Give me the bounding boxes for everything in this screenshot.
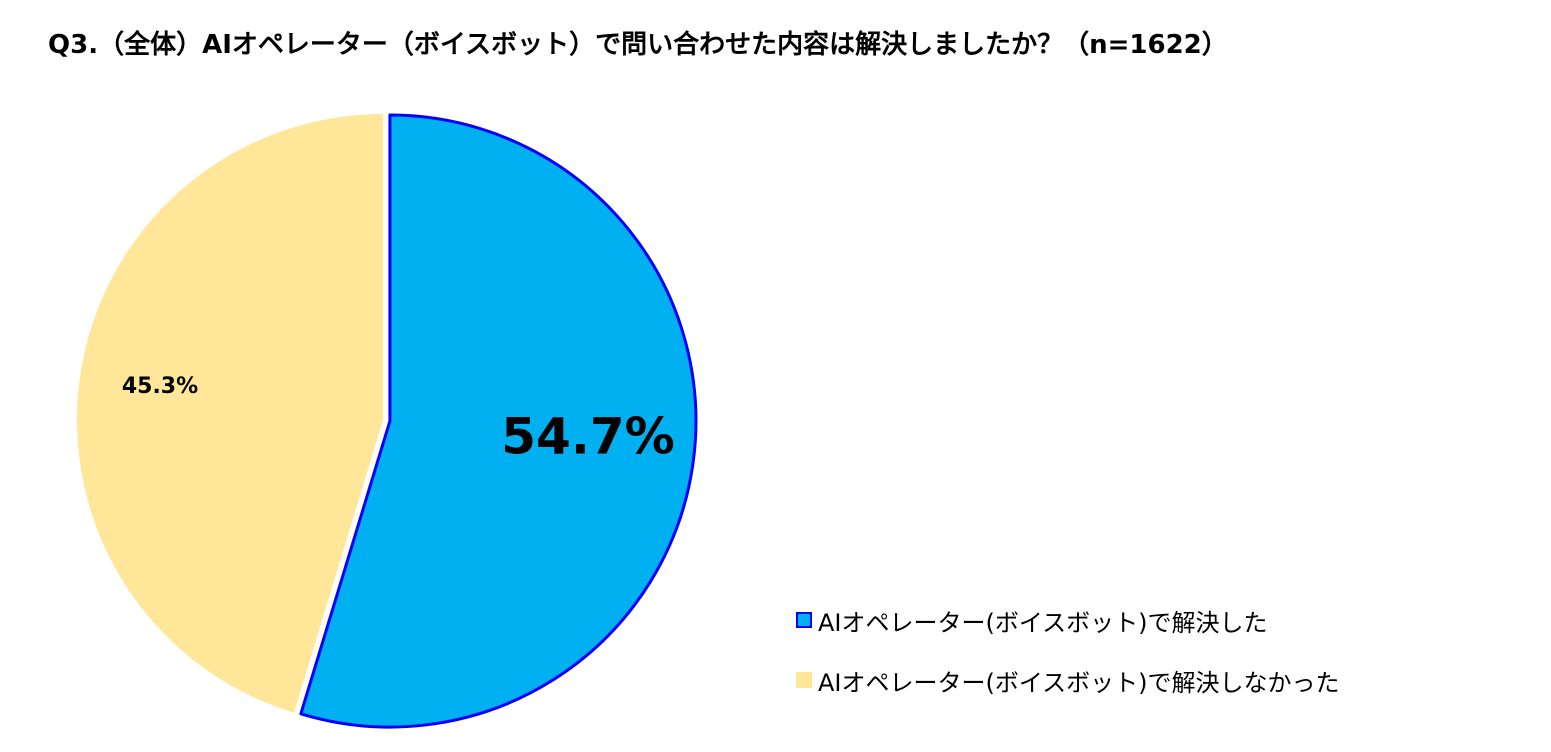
legend-swatch-resolved [796, 612, 812, 628]
legend-item-resolved: AIオペレーター(ボイスボット)で解決した [796, 600, 1340, 640]
data-label-resolved: 54.7% [501, 408, 674, 466]
legend-label-not-resolved: AIオペレーター(ボイスボット)で解決しなかった [818, 668, 1340, 697]
data-label-not-resolved: 45.3% [122, 374, 198, 399]
legend-label-resolved: AIオペレーター(ボイスボット)で解決した [818, 608, 1268, 637]
pie-slice-not-resolved [77, 114, 383, 713]
pie-slices [77, 113, 698, 729]
pie-slice-resolved [299, 113, 698, 729]
legend-swatch-not-resolved [796, 672, 812, 688]
chart-title: Q3.（全体）AIオペレーター（ボイスボット）で問い合わせた内容は解決しましたか… [48, 30, 1228, 60]
legend-item-not-resolved: AIオペレーター(ボイスボット)で解決しなかった [796, 660, 1340, 700]
pie-labels: 54.7% 45.3% [122, 374, 675, 466]
legend: AIオペレーター(ボイスボット)で解決した AIオペレーター(ボイスボット)で解… [796, 600, 1340, 720]
